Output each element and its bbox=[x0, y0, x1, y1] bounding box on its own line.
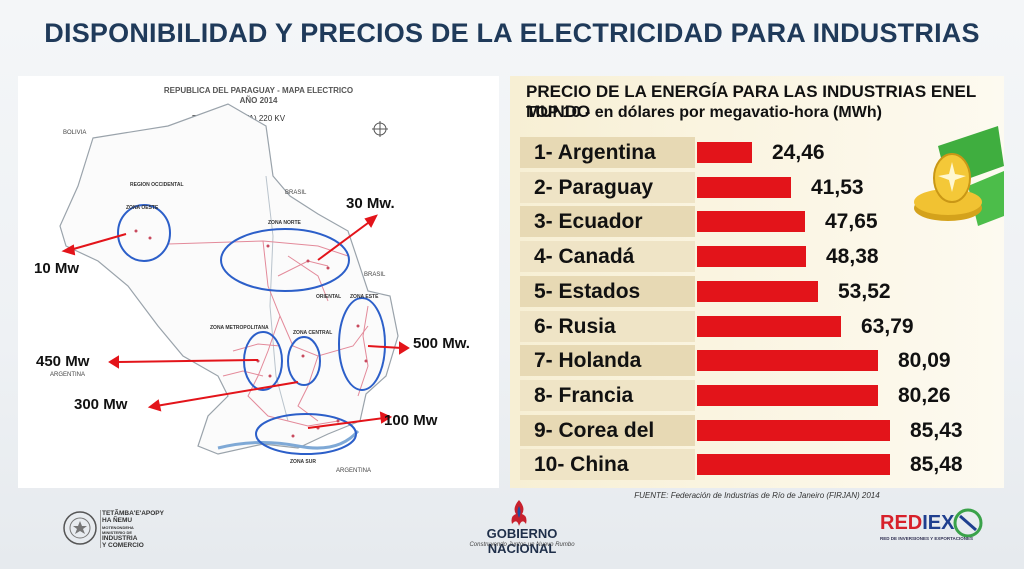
bar-category-label: 7- Holanda bbox=[520, 345, 695, 377]
label-argentina-left: ARGENTINA bbox=[50, 372, 85, 378]
logo-left-line1: TETÃMBA'E'APOPY bbox=[102, 510, 164, 517]
bar-value-label: 63,79 bbox=[861, 314, 914, 338]
callout-sur: 100 Mw bbox=[384, 412, 438, 429]
label-bolivia: BOLIVIA bbox=[63, 130, 86, 136]
bar bbox=[697, 350, 878, 372]
bar-category-label: 10- China bbox=[520, 449, 695, 481]
label-argentina-bottom: ARGENTINA bbox=[336, 468, 371, 474]
bar bbox=[697, 315, 841, 337]
bar bbox=[697, 419, 890, 441]
bar-value-label: 80,26 bbox=[898, 383, 951, 407]
gobierno-nacional-logo: GOBIERNO NACIONAL Construyendo Juntos un… bbox=[452, 500, 592, 556]
callout-este: 500 Mw. bbox=[413, 335, 470, 352]
bar-category-label: 1- Argentina bbox=[520, 137, 695, 168]
paraguay-map: BOLIVIA BRASIL BRASIL ARGENTINA ARGENTIN… bbox=[50, 103, 410, 474]
label-zona-oeste: ZONA OESTE bbox=[126, 205, 159, 211]
bar-row: 7- Holanda 80,09 bbox=[520, 345, 1000, 377]
bar-category-label: 9- Corea del Sur bbox=[520, 414, 695, 473]
chart-title: PRECIO DE LA ENERGÍA PARA LAS INDUSTRIAS… bbox=[526, 82, 976, 121]
south-river bbox=[217, 429, 360, 450]
bar-category-label: 6- Rusia bbox=[520, 310, 695, 342]
zona-este-ellipse bbox=[338, 297, 386, 391]
rediex-swirl-icon bbox=[953, 508, 983, 538]
label-zona-metropolitana: ZONA METROPOLITANA bbox=[210, 325, 269, 331]
label-zona-este: ZONA ESTE bbox=[350, 294, 379, 300]
bar-value-label: 85,43 bbox=[910, 418, 963, 442]
bar-value-label: 48,38 bbox=[826, 245, 879, 269]
zona-norte-ellipse bbox=[220, 228, 350, 292]
logo-left-line3: MOTENONDEHA bbox=[102, 525, 134, 530]
bar-category-label: 5- Estados Unidos bbox=[520, 275, 695, 334]
bar bbox=[697, 176, 791, 198]
bar-value-label: 47,65 bbox=[825, 210, 878, 234]
source-note: FUENTE: Federación de Industrias de Río … bbox=[634, 491, 880, 500]
bar-category-label: 8- Francia bbox=[520, 379, 695, 411]
bar-value-label: 24,46 bbox=[772, 141, 825, 164]
bar-row: 5- Estados Unidos 53,52 bbox=[520, 275, 1000, 334]
label-region-oriental: ORIENTAL bbox=[316, 294, 341, 300]
seal-icon bbox=[63, 511, 97, 545]
zona-oeste-ellipse bbox=[117, 204, 171, 262]
callout-oeste: 10 Mw bbox=[34, 260, 80, 277]
logo-left-line6: Y COMERCIO bbox=[102, 542, 144, 549]
logo-left-line2: HA ÑEMU bbox=[102, 517, 133, 524]
chart-subtitle: TOP 10 - en dólares por megavatio-hora (… bbox=[526, 104, 882, 121]
gobierno-nacional-tagline: Construyendo Juntos un Nuevo Rumbo bbox=[469, 542, 575, 548]
bar-value-label: 80,09 bbox=[898, 349, 951, 373]
flame-icon bbox=[511, 500, 527, 526]
bar-category-label: 4- Canadá bbox=[520, 241, 695, 273]
country-outline bbox=[59, 103, 399, 455]
label-zona-norte: ZONA NORTE bbox=[268, 220, 302, 226]
rediex-subtitle: RED DE INVERSIONES Y EXPORTACIONES bbox=[880, 536, 974, 541]
bar-row: 1- Argentina 24,46 bbox=[520, 137, 1000, 168]
callout-arrows bbox=[61, 214, 410, 429]
electric-map-panel: REPUBLICA DEL PARAGUAY - MAPA ELECTRICO … bbox=[18, 76, 499, 488]
bar bbox=[697, 246, 806, 268]
price-chart-panel: PRECIO DE LA ENERGÍA PARA LAS INDUSTRIAS… bbox=[510, 76, 1004, 488]
page-title: DISPONIBILIDAD Y PRECIOS DE LA ELECTRICI… bbox=[44, 18, 980, 48]
zona-central-ellipse bbox=[287, 336, 321, 386]
label-region-occidental: REGION OCCIDENTAL bbox=[130, 182, 184, 188]
bar-value-label: 85,48 bbox=[910, 453, 963, 477]
label-zona-central: ZONA CENTRAL bbox=[293, 330, 332, 336]
bar-row: 9- Corea del Sur 85,43 bbox=[520, 414, 1000, 473]
logo-left-line5: INDUSTRIA bbox=[102, 535, 138, 542]
ministerio-logo: TETÃMBA'E'APOPY HA ÑEMU MOTENONDEHA MINI… bbox=[62, 508, 164, 552]
river-line bbox=[265, 175, 289, 422]
bar-category-label: 3- Ecuador bbox=[520, 206, 695, 238]
map-heading-year: AÑO 2014 bbox=[239, 96, 278, 105]
bar-row: 2- Paraguay 41,53 bbox=[520, 171, 1000, 203]
bar-row: 10- China 85,48 bbox=[520, 449, 1000, 481]
bar bbox=[697, 384, 878, 406]
bar bbox=[697, 280, 818, 302]
compass-icon bbox=[372, 121, 388, 137]
label-brasil-right: BRASIL bbox=[364, 272, 386, 278]
bar-row: 3- Ecuador 47,65 bbox=[520, 206, 1000, 238]
gobierno-nacional-text: GOBIERNO NACIONAL bbox=[486, 526, 558, 556]
rediex-text: REDIEX bbox=[880, 512, 955, 534]
callout-norte: 30 Mw. bbox=[346, 195, 395, 212]
logo-left-line4: MINISTERIO DE bbox=[102, 530, 133, 535]
bar-value-label: 53,52 bbox=[838, 279, 891, 303]
label-zona-sur: ZONA SUR bbox=[290, 459, 316, 465]
bar bbox=[697, 211, 805, 233]
callout-metropolitana: 450 Mw bbox=[36, 353, 90, 370]
bar bbox=[697, 454, 890, 476]
map-heading: REPUBLICA DEL PARAGUAY - MAPA ELECTRICO bbox=[163, 86, 354, 95]
bar-row: 8- Francia 80,26 bbox=[520, 379, 1000, 411]
bar-value-label: 41,53 bbox=[811, 175, 864, 199]
rediex-logo: REDIEX RED DE INVERSIONES Y EXPORTACIONE… bbox=[876, 504, 996, 548]
coins-icon bbox=[914, 126, 1004, 226]
zona-sur-ellipse bbox=[255, 413, 357, 455]
label-brasil-top: BRASIL bbox=[285, 190, 307, 196]
bar-row: 4- Canadá 48,38 bbox=[520, 241, 1000, 273]
bar bbox=[697, 142, 752, 163]
callout-central: 300 Mw bbox=[74, 396, 128, 413]
bar-row: 6- Rusia 63,79 bbox=[520, 310, 1000, 342]
bar-category-label: 2- Paraguay bbox=[520, 171, 695, 203]
